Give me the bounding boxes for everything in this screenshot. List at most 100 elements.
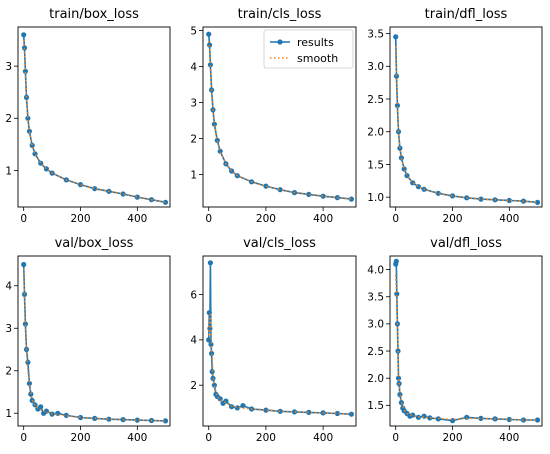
results-point xyxy=(207,62,213,68)
results-point xyxy=(223,398,229,404)
results-point xyxy=(21,291,28,297)
results-point xyxy=(77,414,84,421)
x-tick-label: 0 xyxy=(205,213,212,225)
results-point xyxy=(427,415,433,421)
y-tick-label: 3 xyxy=(5,61,12,73)
results-point xyxy=(214,137,220,143)
y-tick-label: 3.5 xyxy=(367,292,384,304)
results-point xyxy=(120,191,126,197)
results-line xyxy=(207,262,352,415)
smooth-line xyxy=(22,268,166,422)
panel-title: val/cls_loss xyxy=(243,236,316,251)
results-point xyxy=(29,142,35,148)
plot-area xyxy=(206,31,354,202)
x-tick-label: 0 xyxy=(20,213,27,225)
x-tick-label: 400 xyxy=(313,432,333,444)
panel-val-cls_loss: val/cls_loss 0 200 400 2 4 6 xyxy=(190,236,357,444)
axes-frame xyxy=(202,26,357,208)
axes-frame xyxy=(389,255,543,427)
panel-title: train/dfl_loss xyxy=(425,7,508,22)
panel-val-dfl_loss: val/dfl_loss 0 200 400 1.5 2.0 2.5 3.0 3.5 4.0 xyxy=(367,236,543,444)
axes-frame xyxy=(17,255,171,427)
results-point xyxy=(534,199,541,205)
legend-label-smooth: smooth xyxy=(297,52,338,65)
smooth-line xyxy=(394,274,538,421)
results-point xyxy=(25,115,31,121)
results-point xyxy=(435,190,441,196)
y-tick-label: 1 xyxy=(5,165,12,177)
results-point xyxy=(92,186,98,192)
results-point xyxy=(134,194,140,200)
y-tick-label: 1 xyxy=(190,169,197,181)
y-tick-label: 2 xyxy=(190,380,197,392)
results-point xyxy=(394,102,400,109)
x-tick-label: 200 xyxy=(442,432,462,444)
y-tick-label: 3.0 xyxy=(367,319,384,331)
smooth-line xyxy=(22,39,166,204)
panel-title: val/dfl_loss xyxy=(430,236,502,251)
panel-title: val/box_loss xyxy=(55,236,134,251)
results-point xyxy=(478,415,484,421)
results-point xyxy=(206,337,212,343)
y-tick-label: 1.5 xyxy=(367,400,384,412)
y-tick-label: 1.5 xyxy=(367,159,384,171)
axes-frame xyxy=(202,255,357,427)
plot-area xyxy=(21,261,169,424)
y-tick-label: 6 xyxy=(190,289,197,301)
smooth-line xyxy=(207,312,352,415)
axes-frame xyxy=(17,26,171,208)
results-point xyxy=(506,197,512,204)
results-point xyxy=(217,148,223,154)
y-tick-label: 2.5 xyxy=(367,94,384,106)
results-point xyxy=(77,182,84,188)
results-point xyxy=(277,187,283,193)
results-point xyxy=(22,68,28,74)
plot-area xyxy=(206,260,354,417)
results-point xyxy=(38,404,44,410)
panel-train-dfl_loss: train/dfl_loss 0 200 400 1.0 1.5 2.0 2.5 3.0 3.5 xyxy=(367,7,543,225)
results-point xyxy=(21,32,27,38)
y-tick-label: 4 xyxy=(190,61,197,73)
results-point xyxy=(211,121,217,127)
x-tick-label: 0 xyxy=(205,432,212,444)
y-tick-label: 3.5 xyxy=(367,28,384,40)
results-point xyxy=(25,359,31,365)
panel-train-cls_loss: train/cls_loss 0 200 400 1 2 3 4 5 results smooth xyxy=(190,7,357,225)
x-tick-label: 400 xyxy=(313,213,333,225)
results-point xyxy=(28,391,34,397)
results-point xyxy=(306,409,312,415)
results-point xyxy=(393,258,399,264)
x-tick-label: 200 xyxy=(256,432,276,444)
results-point xyxy=(207,42,213,48)
results-point xyxy=(206,31,212,37)
x-tick-label: 200 xyxy=(442,213,462,225)
panel-val-box_loss: val/box_loss 0 200 400 1 2 3 4 xyxy=(5,236,171,444)
y-tick-label: 4 xyxy=(190,335,197,347)
plot-area xyxy=(393,258,541,424)
results-point xyxy=(506,416,512,423)
results-line xyxy=(394,261,538,422)
y-tick-label: 2.0 xyxy=(367,127,384,139)
results-point xyxy=(348,196,354,202)
y-tick-label: 1 xyxy=(5,408,12,420)
results-point xyxy=(410,412,416,418)
results-point xyxy=(209,369,215,375)
results-point xyxy=(398,400,404,406)
results-point xyxy=(26,128,32,134)
y-tick-label: 2 xyxy=(190,133,197,145)
results-point xyxy=(162,199,169,205)
plot-area xyxy=(393,34,541,205)
results-point xyxy=(534,417,541,423)
results-line xyxy=(394,36,538,204)
y-tick-label: 4.0 xyxy=(367,264,384,276)
x-tick-label: 400 xyxy=(499,432,519,444)
results-point xyxy=(393,73,400,79)
x-tick-label: 200 xyxy=(70,432,90,444)
legend: results smooth xyxy=(263,29,354,69)
results-point xyxy=(306,191,312,197)
y-tick-label: 1.0 xyxy=(367,192,384,204)
y-tick-label: 3.0 xyxy=(367,61,384,73)
results-point xyxy=(22,321,28,327)
y-tick-label: 3 xyxy=(5,323,12,335)
